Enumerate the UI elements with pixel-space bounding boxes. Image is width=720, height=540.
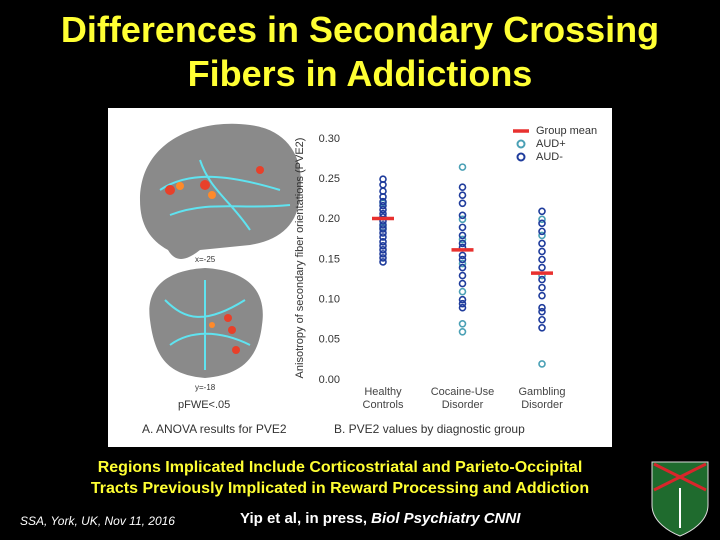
x-tick-label: Healthy Controls (362, 386, 404, 411)
data-point (458, 279, 467, 288)
data-point (538, 215, 546, 224)
data-point (458, 163, 467, 171)
legend-swatch (516, 152, 526, 162)
data-point (458, 263, 467, 272)
data-point (538, 219, 546, 228)
y-tick-label: 0.20 (319, 213, 340, 225)
data-point (458, 215, 467, 224)
x-tick-label: Cocaine-Use Disorder (430, 386, 495, 411)
sagittal-label: x=-25 (195, 255, 216, 264)
data-point (538, 307, 546, 316)
data-point (538, 303, 546, 312)
data-point (458, 223, 467, 232)
y-tick-label: 0.10 (319, 294, 340, 306)
legend-label: AUD+ (536, 138, 566, 150)
data-point (458, 299, 467, 308)
data-point (458, 251, 467, 260)
legend-label: Group mean (536, 125, 597, 137)
data-point (538, 207, 546, 216)
data-point (379, 238, 387, 246)
data-point (538, 323, 546, 332)
panel-a-caption: A. ANOVA results for PVE2 (142, 422, 287, 436)
data-point (458, 327, 467, 336)
x-tick-label: Gambling Disorder (518, 386, 566, 411)
caption-line: Regions Implicated Include Corticostriat… (97, 459, 583, 476)
data-point (379, 205, 387, 214)
y-axis-label: Anisotropy of secondary fiber orientatio… (294, 138, 306, 379)
data-point (379, 197, 387, 206)
caption-line: Tracts Previously Implicated in Reward P… (90, 480, 590, 497)
data-point (538, 239, 546, 248)
data-point (379, 225, 387, 233)
data-point (538, 231, 546, 240)
data-point (458, 303, 467, 312)
data-point (458, 287, 467, 296)
data-point (379, 221, 387, 229)
title-line: Differences in Secondary Crossing (60, 9, 660, 50)
data-point (379, 233, 387, 241)
y-tick-label: 0.05 (319, 334, 340, 346)
brain-coronal (149, 268, 263, 378)
panel-b-caption: B. PVE2 values by diagnostic group (334, 422, 525, 436)
citation-authors: Yip et al, in press, (240, 510, 371, 527)
title-line: Fibers in Addictions (187, 53, 533, 94)
data-point (538, 283, 546, 292)
data-point (538, 275, 546, 284)
data-point (458, 231, 467, 240)
footer: SSA, York, UK, Nov 11, 2016 (20, 514, 175, 528)
data-point (538, 360, 546, 368)
y-tick-label: 0.00 (319, 374, 340, 386)
y-tick-label: 0.15 (319, 253, 340, 265)
data-point (458, 255, 467, 264)
data-point (538, 255, 546, 264)
data-point (538, 247, 546, 256)
legend-swatch (516, 139, 526, 149)
data-point (458, 191, 467, 200)
data-point (379, 209, 387, 218)
citation-journal: Biol Psychiatry CNNI (371, 510, 521, 527)
logo (651, 461, 709, 537)
data-point (458, 319, 467, 328)
data-point (458, 239, 467, 248)
data-point (458, 295, 467, 304)
data-point (379, 229, 387, 237)
coronal-label: y=-18 (195, 383, 216, 392)
data-point (379, 250, 387, 258)
data-point (379, 246, 387, 254)
data-point (538, 291, 546, 300)
y-tick-label: 0.30 (319, 133, 340, 145)
data-point (379, 201, 387, 210)
data-point (458, 259, 467, 268)
data-point (379, 242, 387, 250)
data-point (458, 211, 467, 220)
y-tick-label: 0.25 (319, 173, 340, 185)
legend-label: AUD- (536, 151, 563, 163)
citation: Yip et al, in press, Biol Psychiatry CNN… (240, 510, 521, 527)
brain-sagittal (140, 123, 301, 259)
data-point (458, 271, 467, 280)
data-point (379, 193, 387, 201)
data-point (538, 263, 546, 272)
data-point (379, 254, 387, 262)
threshold-label: pFWE<.05 (178, 399, 230, 411)
data-point (458, 199, 467, 208)
data-point (538, 315, 546, 324)
data-point (458, 183, 467, 191)
data-point (379, 258, 387, 266)
data-point (458, 235, 467, 244)
data-point (538, 227, 546, 236)
